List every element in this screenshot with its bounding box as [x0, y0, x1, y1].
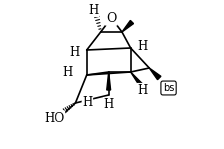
Text: bs: bs	[163, 83, 174, 93]
Text: H: H	[82, 96, 93, 108]
Polygon shape	[149, 68, 161, 80]
Polygon shape	[122, 20, 134, 32]
Polygon shape	[131, 72, 143, 87]
Text: O: O	[54, 111, 64, 125]
Text: H: H	[62, 66, 73, 79]
Text: H: H	[69, 46, 79, 59]
Text: H: H	[103, 97, 114, 111]
Text: H: H	[88, 3, 99, 17]
Polygon shape	[107, 72, 111, 90]
Text: O: O	[106, 11, 116, 24]
Text: H: H	[44, 111, 55, 125]
Text: H: H	[138, 39, 148, 52]
Text: H: H	[138, 83, 148, 97]
